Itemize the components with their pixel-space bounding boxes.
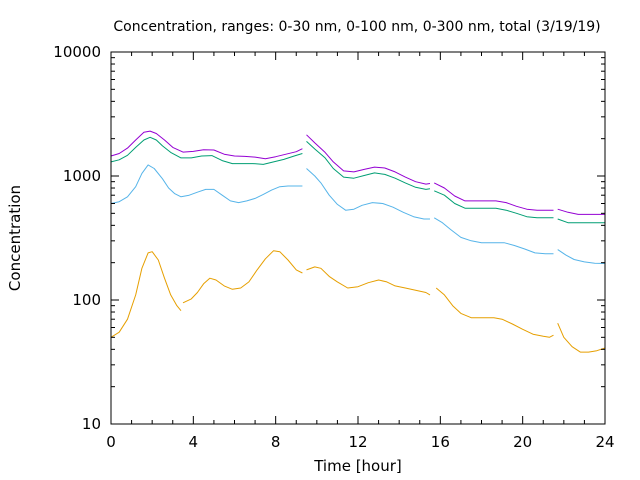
x-tick-label: 20: [513, 433, 532, 451]
series-3-segment-1: [306, 134, 431, 185]
x-tick-label: 4: [189, 433, 199, 451]
x-axis: 0 4 8 12 16 20 24: [106, 52, 615, 451]
series-2-segment-2: [434, 190, 554, 219]
series-3-segment-0: [110, 130, 303, 160]
series-layer: [110, 130, 606, 353]
series-1-segment-0: [110, 164, 303, 204]
x-tick-label: 24: [595, 433, 614, 451]
series-2-segment-1: [306, 141, 431, 190]
series-0-segment-0: [110, 251, 182, 338]
plot-frame: [110, 51, 606, 425]
y-axis: 10 100 1000 10000: [53, 43, 605, 433]
y-tick-label: 10: [82, 415, 101, 433]
series-0-segment-3: [435, 287, 554, 338]
y-axis-label: Concentration: [6, 185, 24, 291]
series-2-segment-3: [557, 218, 605, 224]
chart-title: Concentration, ranges: 0-30 nm, 0-100 nm…: [113, 19, 600, 35]
x-tick-label: 12: [348, 433, 367, 451]
x-tick-label: 16: [431, 433, 450, 451]
series-0-segment-1: [182, 250, 303, 304]
series-2-segment-0: [110, 136, 303, 165]
series-0-segment-4: [557, 323, 606, 353]
y-tick-label: 100: [72, 291, 101, 309]
series-3-segment-3: [557, 208, 605, 215]
x-tick-label: 0: [106, 433, 116, 451]
series-0-segment-2: [306, 266, 431, 296]
y-tick-label: 1000: [63, 167, 101, 185]
x-tick-label: 8: [271, 433, 281, 451]
series-1-segment-3: [557, 249, 606, 264]
series-3-segment-2: [433, 182, 554, 211]
series-1-segment-2: [433, 217, 554, 255]
x-axis-label: Time [hour]: [313, 457, 402, 475]
series-1-segment-1: [306, 168, 430, 220]
y-tick-label: 10000: [53, 43, 101, 61]
